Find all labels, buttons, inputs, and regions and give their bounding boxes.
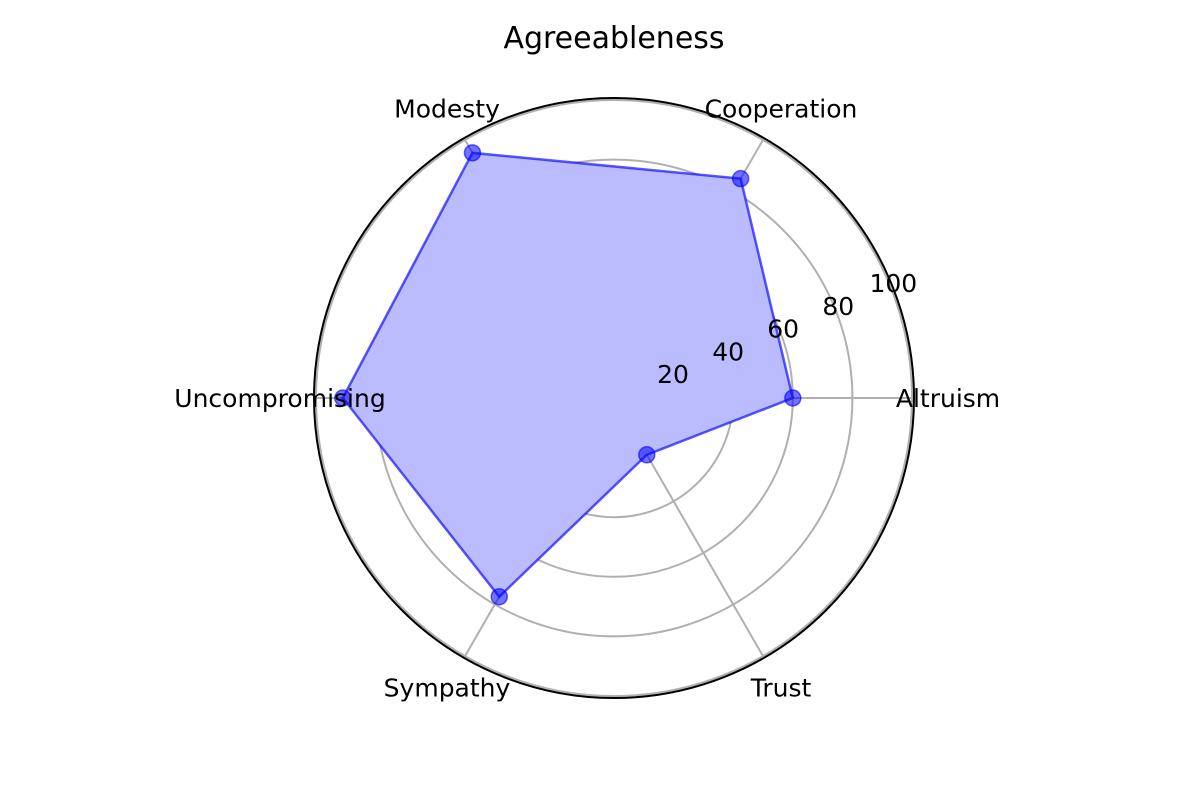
data-point — [784, 389, 802, 407]
chart-title: Agreeableness — [503, 21, 724, 56]
radial-tick-label: 80 — [822, 292, 854, 321]
series-layer — [334, 144, 802, 606]
radial-tick-label: 20 — [657, 360, 689, 389]
data-point — [334, 389, 352, 407]
data-point — [731, 169, 750, 188]
radial-tick-label: 60 — [767, 315, 799, 344]
category-label: Trust — [750, 673, 812, 702]
labels: Altruism Cooperation Modesty Uncompromising… — [174, 95, 1000, 703]
category-label: Modesty — [394, 95, 500, 124]
data-point — [490, 587, 509, 606]
series-area — [342, 152, 793, 597]
category-label: Cooperation — [705, 95, 858, 124]
data-point — [463, 144, 482, 162]
category-label: Altruism — [896, 384, 1000, 413]
grid-ring — [315, 99, 913, 697]
radial-tick-label: 40 — [712, 337, 744, 366]
polar-frame — [313, 97, 915, 699]
data-point — [638, 446, 656, 464]
radial-tick-label: 100 — [869, 269, 917, 298]
category-label: Sympathy — [384, 673, 511, 702]
category-label: Uncompromising — [174, 384, 385, 413]
